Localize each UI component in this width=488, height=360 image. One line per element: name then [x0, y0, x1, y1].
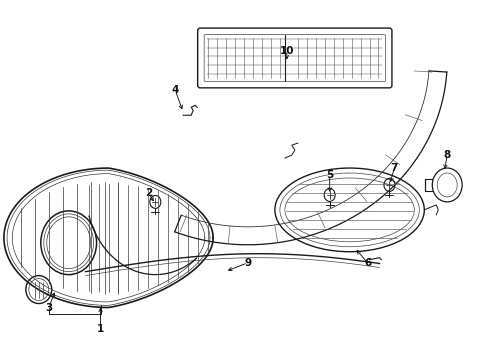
Text: 9: 9 — [244, 258, 251, 268]
Text: 1: 1 — [97, 324, 104, 334]
Text: 6: 6 — [363, 258, 370, 268]
Text: 5: 5 — [325, 170, 333, 180]
Text: 4: 4 — [171, 85, 179, 95]
Text: 8: 8 — [443, 150, 450, 160]
Text: 3: 3 — [45, 302, 52, 312]
Text: 7: 7 — [390, 163, 397, 173]
Text: 2: 2 — [144, 188, 152, 198]
Text: 10: 10 — [279, 45, 293, 55]
